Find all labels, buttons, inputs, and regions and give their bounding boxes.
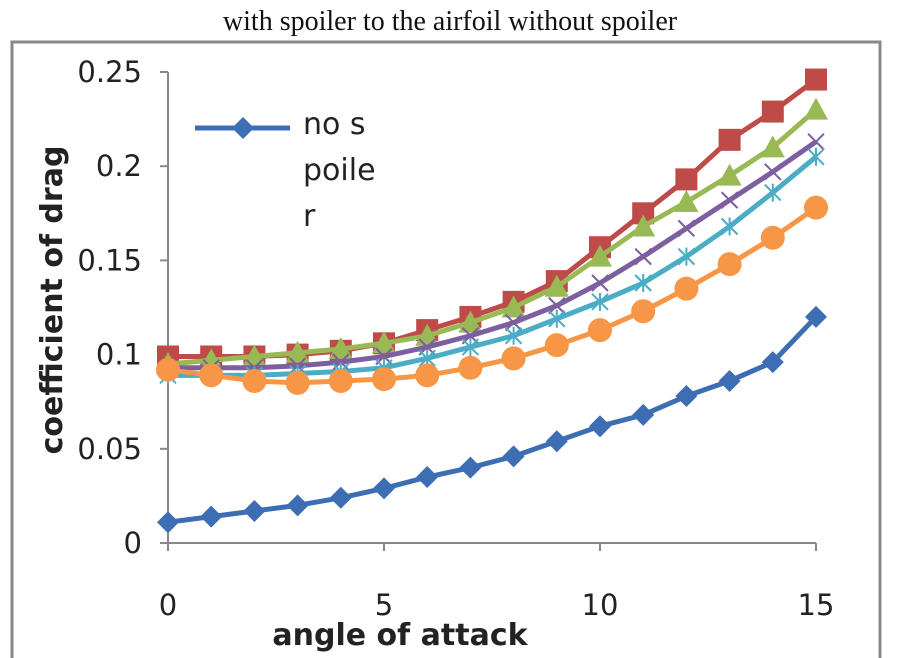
marker xyxy=(328,368,353,393)
marker xyxy=(591,274,609,292)
y-tick-label: 0.25 xyxy=(77,55,142,89)
marker xyxy=(677,219,696,238)
marker xyxy=(544,274,569,297)
marker xyxy=(807,147,825,166)
marker xyxy=(632,403,655,426)
marker xyxy=(459,456,482,479)
marker xyxy=(805,68,827,91)
chart-frame xyxy=(10,40,882,658)
marker xyxy=(504,326,523,345)
marker xyxy=(717,252,742,277)
marker xyxy=(548,309,566,328)
x-axis-title: angle of attack xyxy=(272,618,528,653)
marker xyxy=(285,340,310,363)
marker xyxy=(807,133,825,151)
title-band xyxy=(0,0,903,40)
marker xyxy=(764,183,782,202)
marker xyxy=(720,217,739,236)
x-tick-label: 0 xyxy=(159,588,177,622)
marker xyxy=(760,225,785,250)
x-tick-label: 15 xyxy=(798,588,835,622)
marker xyxy=(674,276,699,301)
marker xyxy=(501,295,526,318)
marker xyxy=(504,313,523,332)
y-tick-label: 0 xyxy=(124,526,142,560)
marker xyxy=(805,305,827,328)
marker xyxy=(761,351,784,374)
series-line xyxy=(168,139,818,371)
marker xyxy=(243,499,266,522)
marker xyxy=(720,191,739,209)
marker xyxy=(718,128,741,151)
marker xyxy=(588,318,612,343)
marker xyxy=(631,299,656,324)
marker xyxy=(242,368,267,393)
marker xyxy=(589,415,611,438)
marker xyxy=(804,195,828,220)
marker xyxy=(285,370,310,395)
marker xyxy=(764,163,782,181)
x-tick-label: 5 xyxy=(375,588,393,622)
marker xyxy=(501,346,526,371)
marker xyxy=(761,100,784,123)
marker xyxy=(502,445,525,468)
marker xyxy=(588,244,612,267)
y-tick-label: 0.05 xyxy=(77,432,142,466)
marker xyxy=(718,369,741,392)
marker xyxy=(677,247,696,266)
marker xyxy=(458,355,483,380)
marker xyxy=(458,310,483,333)
series-line xyxy=(167,205,818,386)
series-line xyxy=(168,154,818,378)
marker xyxy=(634,274,652,293)
marker xyxy=(372,367,396,392)
marker xyxy=(675,385,698,408)
chart-title: with spoiler to the airfoil without spoi… xyxy=(223,6,678,37)
marker xyxy=(232,117,254,139)
y-tick-label: 0.15 xyxy=(77,243,142,277)
marker xyxy=(544,333,569,358)
y-axis-title: coefficient of drag xyxy=(35,146,70,455)
marker xyxy=(591,292,609,311)
marker xyxy=(416,466,439,489)
marker xyxy=(760,135,785,158)
marker xyxy=(675,168,698,191)
marker xyxy=(674,189,699,212)
marker xyxy=(329,486,352,509)
marker xyxy=(634,247,652,266)
series-line xyxy=(167,107,818,367)
marker xyxy=(804,97,828,120)
marker xyxy=(157,511,179,534)
marker xyxy=(199,348,224,371)
marker xyxy=(461,338,480,357)
marker xyxy=(717,163,742,186)
marker xyxy=(631,214,656,237)
y-tick-label: 0.2 xyxy=(96,149,142,183)
marker xyxy=(200,505,223,528)
x-tick-label: 10 xyxy=(582,588,619,622)
y-tick-label: 0.1 xyxy=(96,338,142,372)
marker xyxy=(545,430,568,453)
legend-label: no spoiler xyxy=(303,107,376,234)
marker xyxy=(372,331,396,354)
marker xyxy=(415,363,440,388)
legend-label-box: no spoiler xyxy=(303,107,376,234)
marker xyxy=(373,477,395,500)
marker xyxy=(632,202,655,225)
marker xyxy=(548,296,566,315)
marker xyxy=(286,494,309,517)
marker xyxy=(328,336,353,359)
series-line xyxy=(167,315,818,525)
marker xyxy=(156,357,180,382)
marker xyxy=(199,363,224,388)
